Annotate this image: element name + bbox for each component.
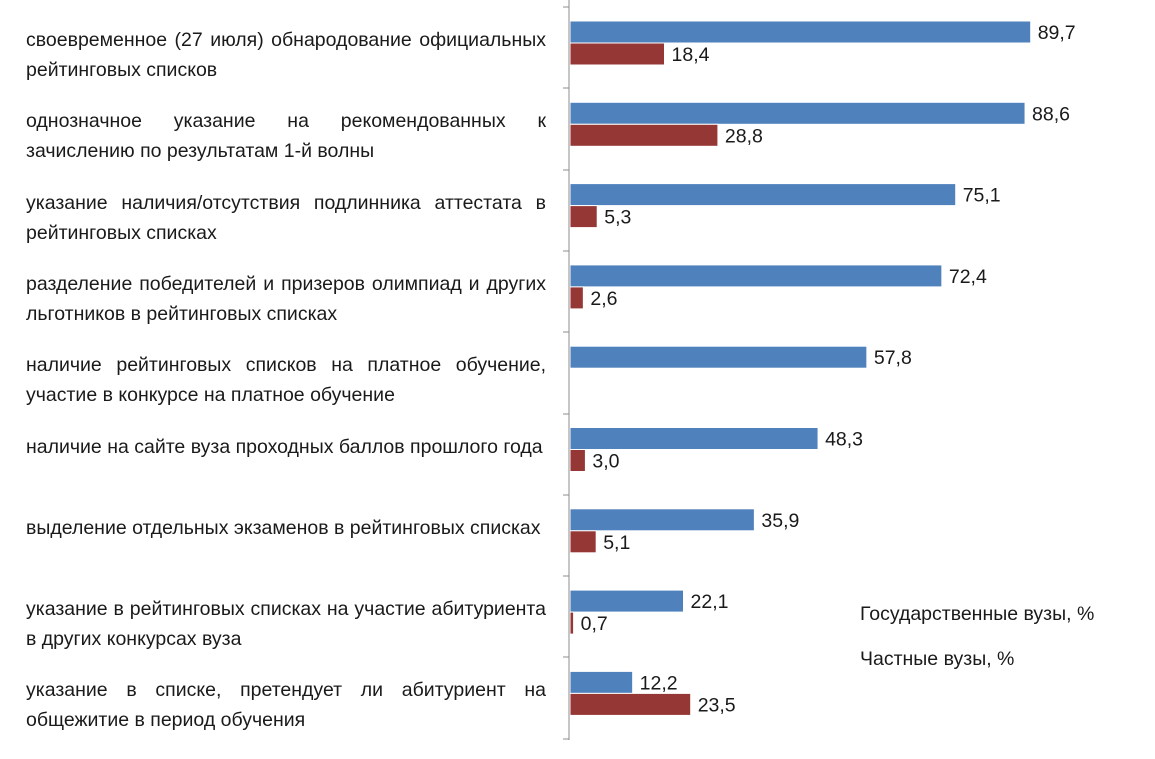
bar-state xyxy=(569,101,1026,125)
category-label: однозначное указание на рекомендованных … xyxy=(26,110,546,163)
data-label: 23,5 xyxy=(698,694,736,716)
bar-private xyxy=(569,611,575,635)
bar-private xyxy=(569,286,584,310)
data-label: 5,3 xyxy=(604,207,631,229)
data-label: 28,8 xyxy=(725,125,763,147)
data-label: 12,2 xyxy=(640,672,678,694)
category-label: своевременное (27 июля) обнародование оф… xyxy=(26,29,546,81)
data-label: 48,3 xyxy=(825,429,863,451)
bar-state xyxy=(569,427,819,450)
bar-private xyxy=(569,692,692,716)
data-label: 89,7 xyxy=(1038,22,1076,44)
data-label: 2,6 xyxy=(590,288,617,310)
legend-private-universities: Частные вузы, % xyxy=(860,648,1015,670)
bar-private xyxy=(569,205,598,229)
data-label: 35,9 xyxy=(761,510,799,532)
category-label: указание наличия/отсутствия подлинника а… xyxy=(26,191,546,244)
data-label: 0,7 xyxy=(581,613,608,635)
bar-state xyxy=(569,264,943,288)
data-label: 75,1 xyxy=(963,185,1001,207)
category-label: выделение отдельных экзаменов в рейтинго… xyxy=(26,516,541,539)
bar-state xyxy=(569,345,868,369)
bar-state xyxy=(569,20,1032,44)
data-label: 5,1 xyxy=(603,532,630,554)
data-label: 88,6 xyxy=(1032,103,1070,125)
category-label: наличие рейтинговых списков на платное о… xyxy=(26,354,546,407)
bar-private xyxy=(569,449,586,472)
legend-state-universities: Государственные вузы, % xyxy=(860,603,1095,625)
bar-private xyxy=(569,42,666,66)
category-label: наличие на сайте вуза проходных баллов п… xyxy=(26,435,543,458)
data-label: 3,0 xyxy=(592,451,619,473)
data-label: 18,4 xyxy=(672,44,710,66)
bar-state xyxy=(569,183,957,207)
bar-private xyxy=(569,123,719,147)
bar-state xyxy=(569,589,685,613)
category-label: указание в списке, претендует ли абитури… xyxy=(26,679,546,732)
bar-private xyxy=(569,530,597,554)
category-label: указание в рейтинговых списках на участи… xyxy=(26,598,546,651)
category-label: разделение победителей и призеров олимпи… xyxy=(26,272,546,325)
data-label: 72,4 xyxy=(949,266,987,288)
bar-state xyxy=(569,508,755,532)
data-label: 57,8 xyxy=(874,347,912,369)
data-label: 22,1 xyxy=(691,591,729,613)
bar-state xyxy=(569,670,634,694)
